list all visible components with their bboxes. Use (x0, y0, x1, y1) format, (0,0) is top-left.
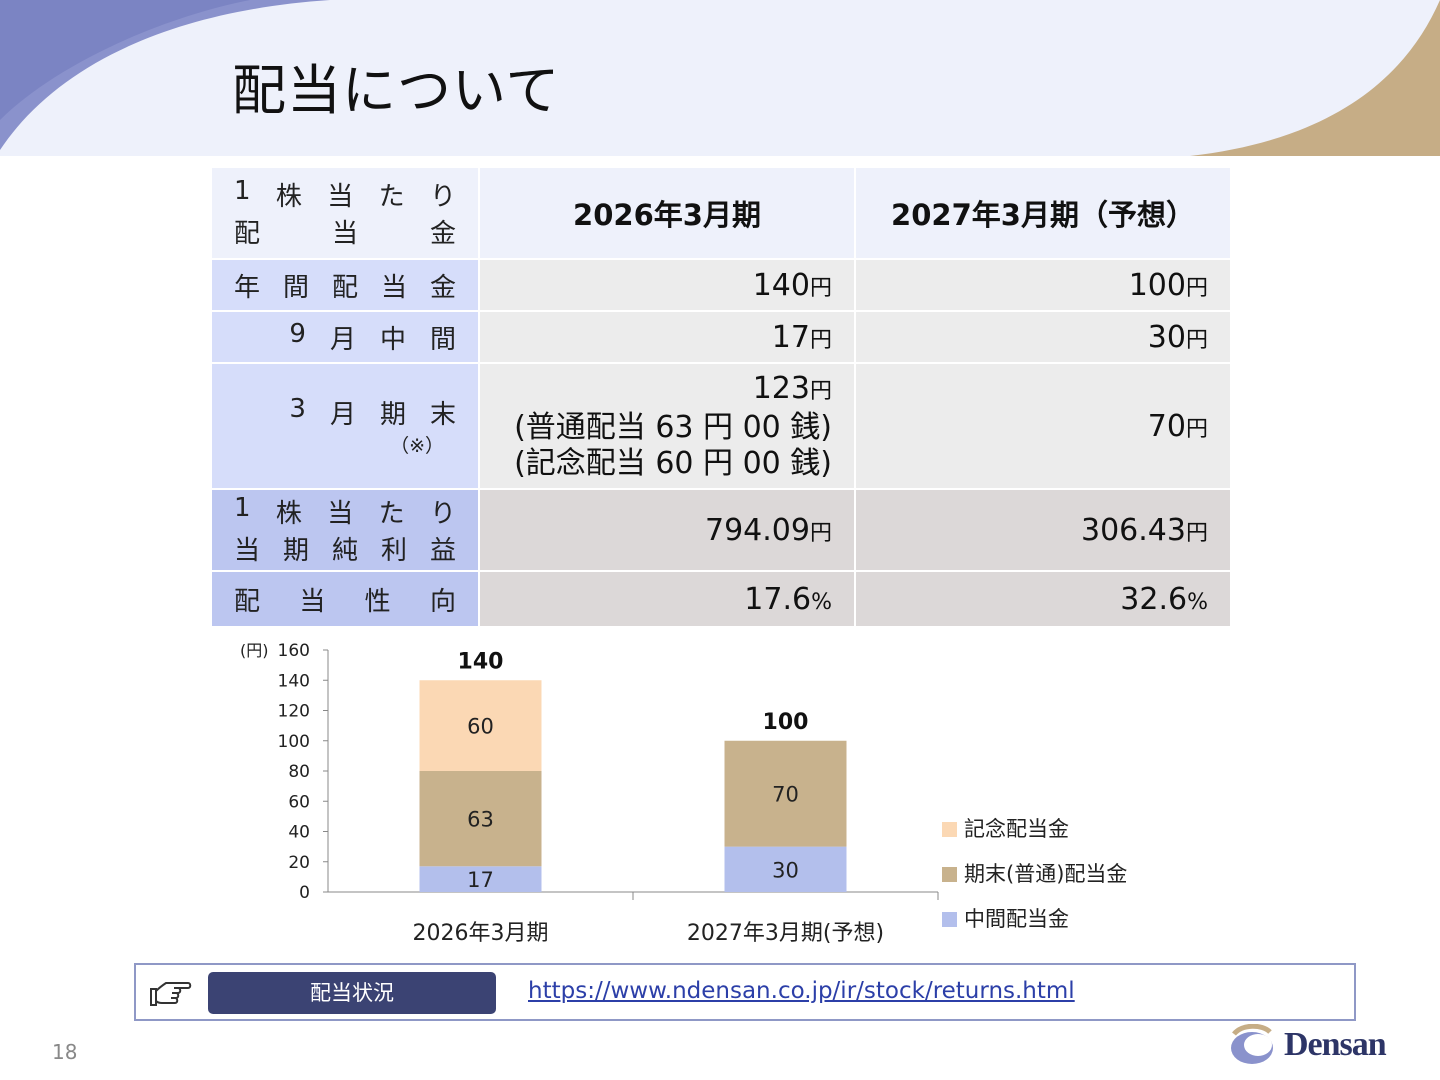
y-tick-label: 80 (288, 762, 310, 782)
bar-total-label: 140 (458, 649, 504, 674)
y-unit-label: (円) (240, 641, 269, 660)
eps-2026: 794.09円 (478, 488, 856, 572)
y-tick-label: 60 (288, 792, 310, 812)
dividend-returns-link[interactable]: https://www.ndensan.co.jp/ir/stock/retur… (528, 978, 1075, 1004)
bar-data-label: 70 (772, 783, 799, 807)
row-label-annual: 年間配当金 (210, 258, 480, 312)
y-tick-label: 0 (299, 883, 310, 903)
y-tick-label: 160 (278, 641, 310, 661)
eps-2027: 306.43円 (854, 488, 1232, 572)
y-tick-label: 100 (278, 732, 310, 752)
annual-2026: 140円 (478, 258, 856, 312)
payout-2026: 17.6% (478, 570, 856, 628)
legend-label: 中間配当金 (964, 907, 1069, 931)
legend-label: 期末(普通)配当金 (964, 862, 1127, 886)
bar-segment (724, 740, 847, 847)
bar-segment (419, 866, 542, 892)
yearend-2027: 70円 (854, 362, 1232, 490)
legend-label: 記念配当金 (964, 817, 1069, 841)
bar-segment (419, 680, 542, 771)
bar-total-label: 100 (763, 710, 809, 735)
bar-data-label: 63 (467, 808, 494, 832)
row-payout-ratio: 配当性向 17.6% 32.6% (210, 570, 1232, 628)
corner-label-line2: 配当金 (234, 219, 456, 249)
yearend-commemorative-breakdown: (記念配当 60 円 00 銭) (514, 445, 832, 481)
column-header-2027: 2027年3月期（予想） (854, 166, 1232, 260)
page-number: 18 (52, 1040, 78, 1064)
bar-data-label: 60 (467, 715, 494, 739)
legend-swatch (942, 822, 957, 837)
yearend-note: （※） (390, 435, 444, 457)
densan-logo-text: Densan (1284, 1026, 1387, 1063)
row-annual-dividend: 年間配当金 140円 100円 (210, 258, 1232, 312)
row-label-payout: 配当性向 (210, 570, 480, 628)
header-band (0, 0, 1440, 156)
bar-data-label: 30 (772, 858, 799, 882)
interim-2026: 17円 (478, 310, 856, 364)
y-tick-label: 140 (278, 671, 310, 691)
legend-swatch (942, 912, 957, 927)
bar-segment (419, 771, 542, 867)
x-category-label: 2026年3月期 (413, 921, 549, 946)
yearend-2026: 123円 (普通配当 63 円 00 銭) (記念配当 60 円 00 銭) (478, 362, 856, 490)
bar-data-label: 17 (467, 868, 494, 892)
bar-segment (724, 846, 847, 892)
y-tick-label: 40 (288, 823, 310, 843)
dividend-status-button[interactable]: 配当状況 (208, 972, 496, 1014)
yearend-regular-breakdown: (普通配当 63 円 00 銭) (514, 409, 832, 445)
annual-2027: 100円 (854, 258, 1232, 312)
payout-2027: 32.6% (854, 570, 1232, 628)
y-tick-label: 120 (278, 702, 310, 722)
y-tick-label: 20 (288, 853, 310, 873)
dividend-chart: 0 20 40 60 80 100 120 140 160 (円) 17 63 60 140 2026年3月… (240, 641, 1127, 946)
pointing-hand-icon (150, 982, 192, 1006)
page-title: 配当について (232, 59, 561, 122)
legend-swatch (942, 867, 957, 882)
interim-2027: 30円 (854, 310, 1232, 364)
column-header-2026: 2026年3月期 (478, 166, 856, 260)
densan-logo (1231, 1024, 1273, 1064)
dividend-link-bar: 配当状況 https://www.ndensan.co.jp/ir/stock/… (134, 963, 1356, 1021)
x-category-label: 2027年3月期(予想) (687, 921, 884, 946)
